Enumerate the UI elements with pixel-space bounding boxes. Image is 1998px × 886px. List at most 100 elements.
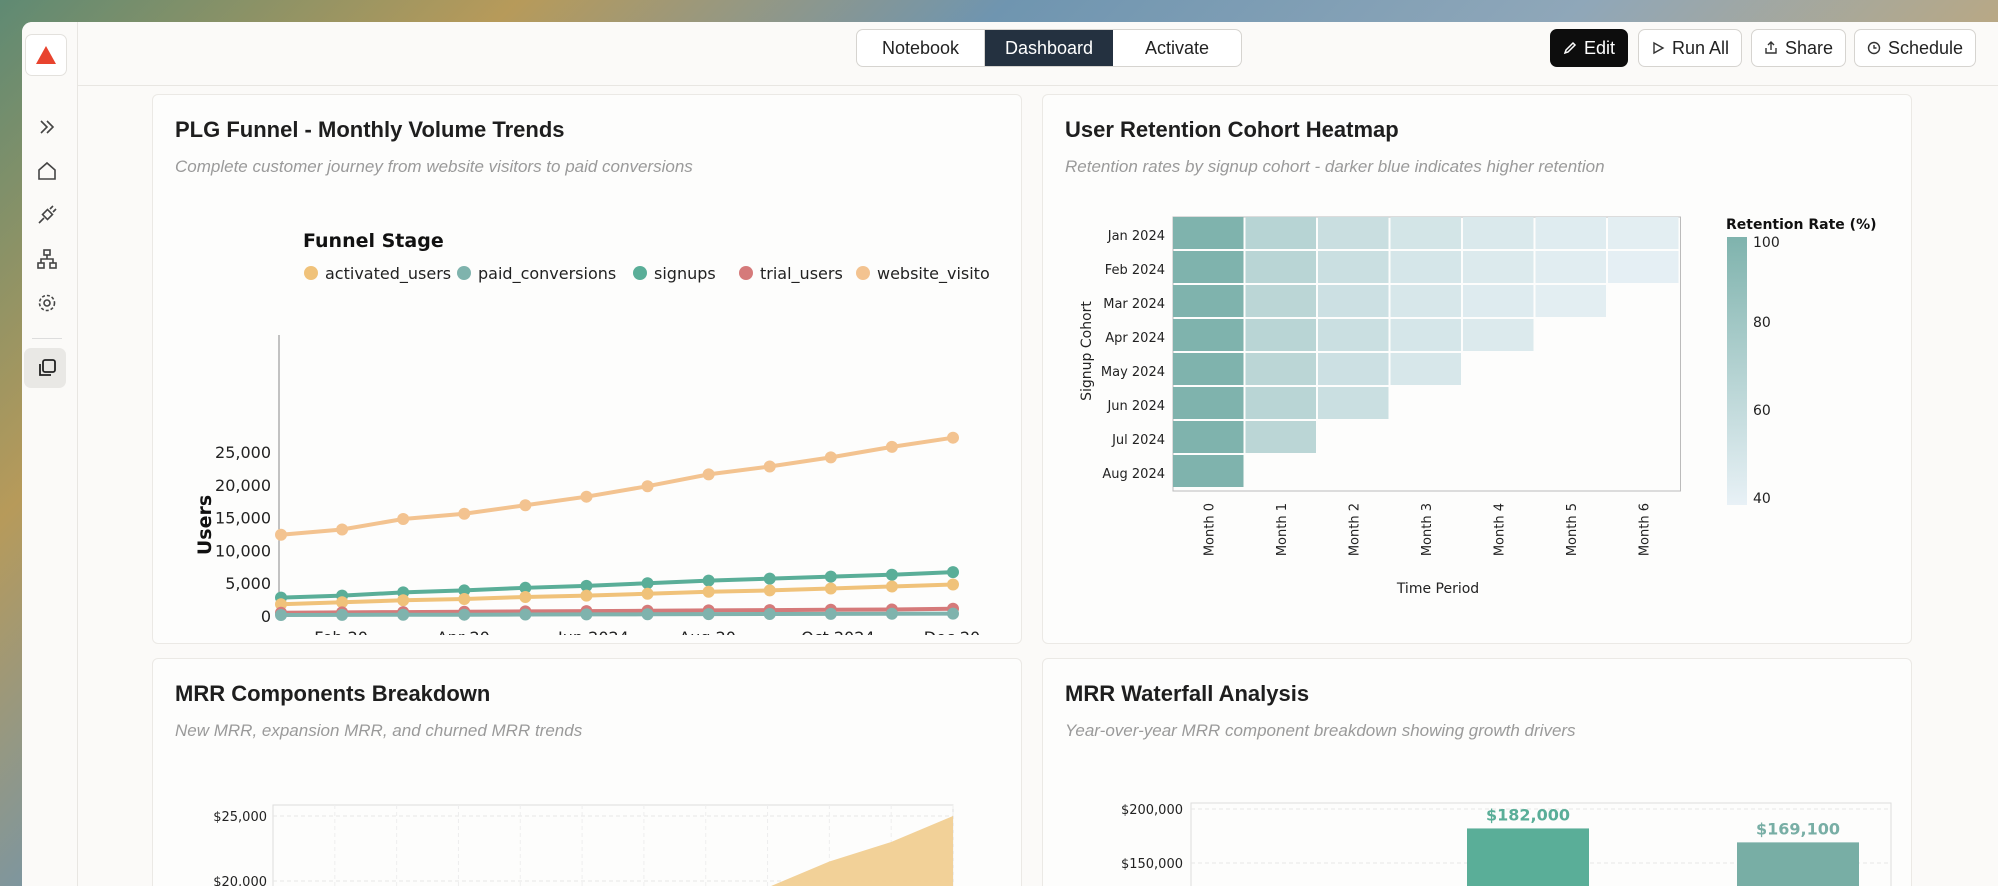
funnel-card: PLG Funnel - Monthly Volume Trends Compl… [152,94,1022,644]
legend-title: Retention Rate (%) [1726,217,1877,233]
legend-label: signups [654,264,716,283]
x-tick-label: Jun 2024 [557,628,629,635]
heatmap-cell [1173,251,1244,283]
column-label: Month 4 [1492,503,1507,556]
funnel-line-chart: Funnel Stage activated_users paid_conversi… [194,230,996,635]
heatmap-cell [1608,217,1679,249]
data-point-paid_conversions [336,608,349,621]
run-all-button[interactable]: Run All [1638,29,1743,67]
tab-dashboard[interactable]: Dashboard [985,30,1113,66]
expand-icon[interactable] [34,114,60,140]
series-line-trial_users [280,606,954,615]
data-point-paid_conversions [458,608,471,621]
app-logo[interactable] [25,34,67,76]
data-point-website_visitors [824,451,837,464]
card-title: MRR Components Breakdown [175,681,491,706]
data-point-website_visitors [947,431,959,444]
data-point-website_visitors [458,507,471,520]
data-point-activated_users [763,584,776,597]
heatmap-cell [1318,217,1389,249]
data-point-signups [824,570,837,583]
tab-activate[interactable]: Activate [1144,37,1210,58]
data-point-website_visitors [702,468,715,481]
heatmap-cell [1173,353,1244,385]
row-label: Jul 2024 [1111,433,1165,448]
heatmap-cell [1535,251,1606,283]
plug-icon[interactable] [34,202,60,228]
y-tick-label: 10,000 [215,541,271,560]
data-point-paid_conversions [885,607,898,620]
heatmap-cell [1318,353,1389,385]
column-label: Month 6 [1637,503,1652,556]
heatmap-cell [1245,421,1316,453]
data-point-activated_users [458,592,471,605]
sidebar-item-pages-active[interactable] [24,348,66,388]
heatmap-cell [1318,251,1389,283]
waterfall-bar [1737,842,1859,886]
clock-icon [1867,41,1881,55]
data-point-website_visitors [519,499,532,512]
data-point-signups [763,572,776,585]
card-subtitle: Year-over-year MRR component breakdown s… [1065,721,1576,740]
bar-value-label: $169,100 [1756,819,1840,838]
share-button[interactable]: Share [1751,29,1847,67]
row-label: Mar 2024 [1103,297,1165,312]
row-label: May 2024 [1101,365,1165,380]
y-tick-label: 5,000 [225,574,271,593]
play-icon [1653,41,1665,55]
y-tick-label: $25,000 [213,810,267,825]
x-tick-label: Dec 20… [924,628,996,635]
y-axis-label: Users [194,495,216,555]
heatmap-cell [1318,319,1389,351]
heatmap-cell [1245,353,1316,385]
area-new-mrr [771,816,953,886]
pages-icon[interactable] [34,355,60,381]
data-point-paid_conversions [275,609,287,622]
heatmap-cell [1245,217,1316,249]
x-axis-label: Time Period [1396,581,1479,597]
x-tick-label: Aug 20… [679,628,752,635]
legend-tick-label: 40 [1753,491,1771,507]
legend-swatch [739,266,753,280]
schedule-button[interactable]: Schedule [1854,29,1977,67]
y-tick-label: 15,000 [215,509,271,528]
app-window: Notebook Dashboard Activate Edit Run All… [22,22,1998,886]
series-line-paid_conversions [280,611,954,618]
edit-button[interactable]: Edit [1550,29,1629,67]
data-point-paid_conversions [580,608,593,621]
data-point-paid_conversions [824,607,837,620]
column-label: Month 2 [1347,503,1362,556]
gear-icon[interactable] [34,290,60,316]
data-point-activated_users [885,580,898,593]
home-icon[interactable] [34,158,60,184]
heatmap-cell [1390,251,1461,283]
mrr-waterfall-card: MRR Waterfall Analysis Year-over-year MR… [1042,658,1912,886]
tab-notebook[interactable]: Notebook [857,30,985,66]
x-tick-label: Oct 2024 [801,628,874,635]
data-point-paid_conversions [702,608,715,621]
run-all-button-label: Run All [1672,37,1730,58]
heatmap-cell [1608,251,1679,283]
y-tick-label: 25,000 [215,443,271,462]
data-point-paid_conversions [519,608,532,621]
column-label: Month 5 [1565,503,1580,556]
row-label: Apr 2024 [1105,331,1165,346]
heatmap-cell [1245,251,1316,283]
data-point-website_visitors [336,523,349,536]
y-tick-label: $200,000 [1121,803,1183,818]
column-label: Month 1 [1275,503,1290,556]
heatmap-cell [1173,455,1244,487]
column-label: Month 3 [1420,503,1435,556]
heatmap-cell [1173,217,1244,249]
legend-label: website_visito [877,264,990,284]
heatmap-cell [1535,285,1606,317]
sitemap-icon[interactable] [34,246,60,272]
row-label: Aug 2024 [1102,467,1165,482]
data-point-paid_conversions [763,608,776,621]
card-subtitle: Complete customer journey from website v… [175,157,693,176]
sidebar [22,22,78,886]
heatmap-cell [1535,217,1606,249]
data-point-website_visitors [397,512,410,525]
legend-label: paid_conversions [478,264,616,284]
data-point-paid_conversions [397,608,410,621]
